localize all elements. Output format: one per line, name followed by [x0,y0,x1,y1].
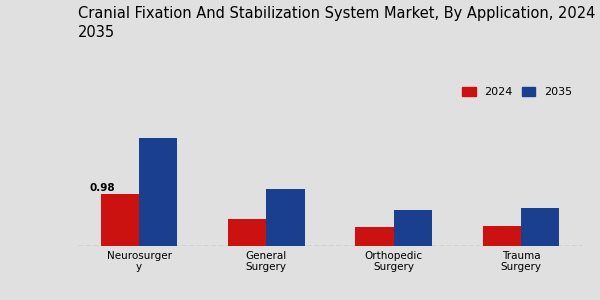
Legend: 2024, 2035: 2024, 2035 [458,82,577,102]
Text: Cranial Fixation And Stabilization System Market, By Application, 2024 &
2035: Cranial Fixation And Stabilization Syste… [78,6,600,40]
Bar [394,210,432,246]
Bar [355,227,394,246]
Bar [483,226,521,246]
Bar [521,208,559,246]
Bar [139,138,177,246]
Bar [101,194,139,246]
Text: 0.98: 0.98 [89,183,115,193]
Bar [228,218,266,246]
Bar [266,189,305,246]
